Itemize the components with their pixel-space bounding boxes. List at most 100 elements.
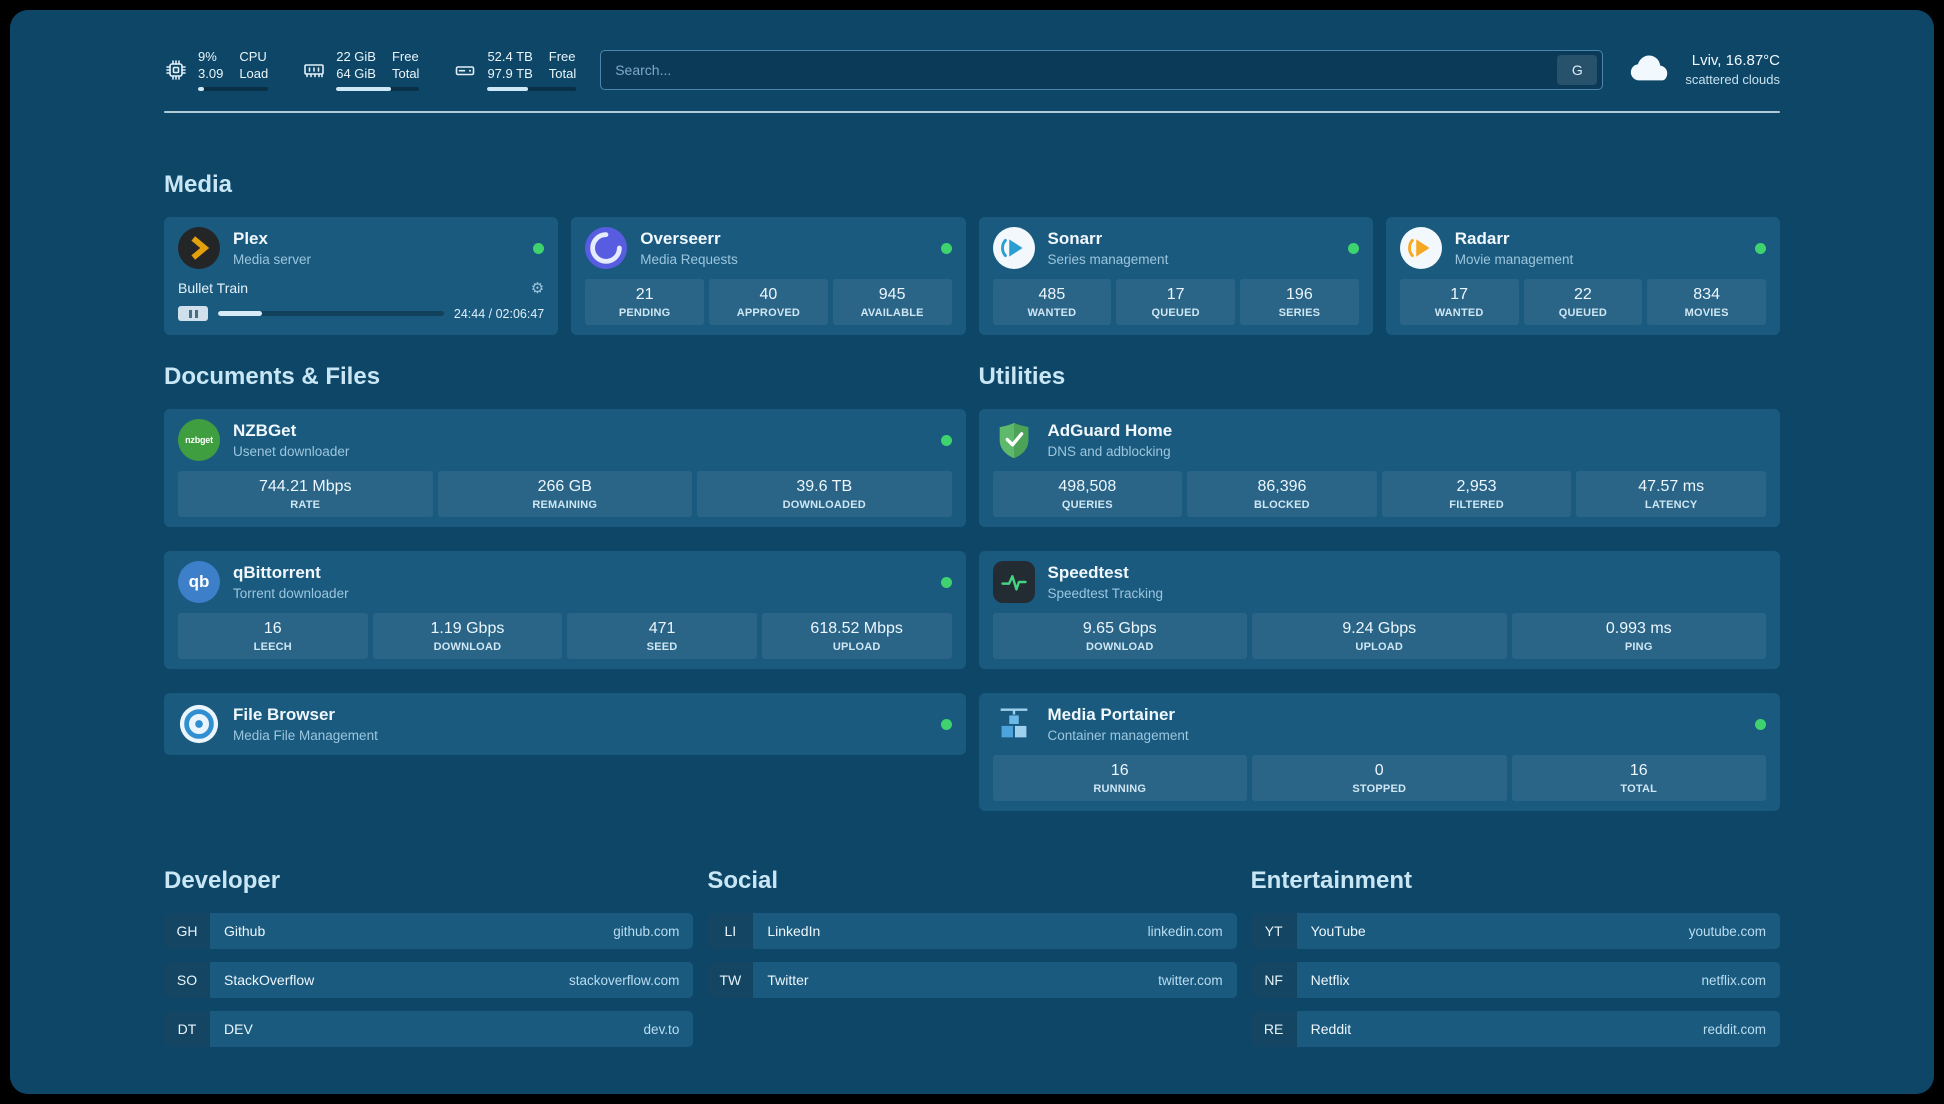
service-subtitle: DNS and adblocking — [1047, 444, 1171, 459]
section-utilities: Utilities — [978, 363, 1780, 811]
service-card-qbittorrent[interactable]: qb qBittorrent Torrent downloader 16 LEE… — [164, 551, 966, 669]
bookmark-name: DEV — [224, 1021, 253, 1037]
service-name: NZBGet — [233, 421, 297, 440]
bookmark-group-entertainment: Entertainment YT YouTube youtube.com NF … — [1250, 867, 1780, 1047]
filebrowser-icon — [178, 703, 220, 745]
bookmark-name: Twitter — [767, 972, 809, 988]
bookmark-stackoverflow[interactable]: SO StackOverflow stackoverflow.com — [164, 962, 694, 998]
status-dot — [1347, 242, 1359, 254]
service-card-sonarr[interactable]: Sonarr Series management 485 WANTED 17 Q… — [978, 217, 1373, 335]
cpu-progress-bar — [198, 87, 269, 91]
bookmark-name: YouTube — [1310, 923, 1366, 939]
section-title-utilities: Utilities — [978, 363, 1066, 390]
bookmark-abbr: GH — [164, 913, 210, 949]
bookmark-youtube[interactable]: YT YouTube youtube.com — [1250, 913, 1780, 949]
stat-queued: 22 QUEUED — [1523, 279, 1643, 325]
radarr-icon — [1399, 227, 1442, 269]
section-title-entertainment: Entertainment — [1250, 867, 1413, 894]
dashboard: 9% 3.09 CPU Load — [10, 10, 1934, 1094]
search-provider-button[interactable]: G — [1557, 54, 1598, 85]
ram-labels: Free Total — [391, 49, 420, 81]
section-media: Media Plex Media server — [164, 171, 1780, 335]
weather-widget[interactable]: Lviv, 16.87°C scattered clouds — [1627, 50, 1780, 89]
stat-upload: 9.24 Gbps UPLOAD — [1252, 613, 1507, 659]
stat-remaining: 266 GB REMAINING — [437, 471, 692, 517]
stat-download: 1.19 Gbps DOWNLOAD — [372, 613, 563, 659]
bookmark-abbr: TW — [707, 962, 754, 998]
service-card-adguard[interactable]: AdGuard Home DNS and adblocking 498,508 … — [978, 409, 1780, 527]
bookmark-twitter[interactable]: TW Twitter twitter.com — [707, 962, 1237, 998]
cpu-icon — [164, 58, 188, 82]
bookmark-domain: netflix.com — [1701, 972, 1766, 988]
stat-upload: 618.52 Mbps UPLOAD — [761, 613, 952, 659]
cloud-icon — [1627, 50, 1673, 89]
disk-icon — [453, 58, 477, 82]
playback-progress-bar[interactable] — [218, 311, 444, 316]
service-subtitle: Usenet downloader — [233, 444, 350, 459]
section-title-developer: Developer — [164, 867, 281, 894]
bookmark-domain: github.com — [613, 923, 680, 939]
stat-series: 196 SERIES — [1240, 279, 1359, 325]
status-dot — [1755, 242, 1766, 254]
status-dot — [940, 434, 952, 446]
gear-icon[interactable]: ⚙ — [530, 279, 545, 297]
service-subtitle: Media Requests — [640, 252, 738, 267]
portainer-icon — [993, 703, 1035, 745]
service-name: AdGuard Home — [1047, 421, 1173, 440]
pause-button[interactable] — [178, 306, 208, 321]
service-card-overseerr[interactable]: Overseerr Media Requests 21 PENDING 40 A… — [571, 217, 966, 335]
bookmark-github[interactable]: GH Github github.com — [164, 913, 694, 949]
service-card-speedtest[interactable]: Speedtest Speedtest Tracking 9.65 Gbps D… — [978, 551, 1780, 669]
memory-icon — [302, 58, 326, 82]
bookmark-abbr: LI — [707, 913, 754, 949]
service-subtitle: Media File Management — [233, 728, 378, 743]
stat-ping: 0.993 ms PING — [1511, 613, 1766, 659]
bookmark-netflix[interactable]: NF Netflix netflix.com — [1250, 962, 1780, 998]
bookmark-reddit[interactable]: RE Reddit reddit.com — [1250, 1011, 1780, 1047]
search-input[interactable] — [615, 61, 1550, 78]
disk-values: 52.4 TB 97.9 TB — [487, 49, 533, 81]
section-title-media: Media — [164, 171, 233, 198]
playback-time: 24:44 / 02:06:47 — [453, 306, 545, 321]
service-subtitle: Speedtest Tracking — [1047, 586, 1164, 601]
service-subtitle: Media server — [233, 252, 312, 267]
service-name: Radarr — [1454, 229, 1510, 248]
service-card-nzbget[interactable]: nzbget NZBGet Usenet downloader 744.21 M… — [164, 409, 966, 527]
search-bar: G — [600, 49, 1604, 90]
now-playing-title: Bullet Train — [178, 280, 249, 296]
bookmark-domain: twitter.com — [1158, 972, 1223, 988]
service-name: Speedtest — [1047, 563, 1129, 582]
stat-available: 945 AVAILABLE — [832, 279, 952, 325]
topbar: 9% 3.09 CPU Load — [164, 10, 1780, 91]
status-dot — [1755, 718, 1766, 730]
weather-condition: scattered clouds — [1685, 72, 1780, 87]
disk-metric: 52.4 TB 97.9 TB Free Total — [453, 48, 577, 91]
service-card-plex[interactable]: Plex Media server Bullet Train ⚙ — [164, 217, 559, 335]
service-card-radarr[interactable]: Radarr Movie management 17 WANTED 22 QUE… — [1385, 217, 1780, 335]
stat-total: 16 TOTAL — [1511, 755, 1766, 801]
weather-location: Lviv, 16.87°C — [1691, 52, 1780, 69]
service-card-filebrowser[interactable]: File Browser Media File Management — [164, 693, 966, 755]
service-card-portainer[interactable]: Media Portainer Container management 16 … — [978, 693, 1780, 811]
ram-metric: 22 GiB 64 GiB Free Total — [302, 48, 420, 91]
bookmark-group-social: Social LI LinkedIn linkedin.com TW Twitt… — [707, 867, 1237, 1047]
service-name: Plex — [233, 229, 268, 248]
bookmark-linkedin[interactable]: LI LinkedIn linkedin.com — [707, 913, 1237, 949]
section-documents: Documents & Files nzbget NZBGet Usenet d… — [164, 363, 966, 811]
stat-movies: 834 MOVIES — [1647, 279, 1766, 325]
bookmark-group-developer: Developer GH Github github.com SO StackO… — [164, 867, 694, 1047]
service-subtitle: Container management — [1047, 728, 1189, 743]
speedtest-icon — [992, 561, 1035, 603]
bookmark-name: Github — [224, 923, 266, 939]
overseerr-icon — [585, 227, 628, 269]
bookmark-domain: reddit.com — [1702, 1021, 1766, 1037]
status-dot — [940, 576, 952, 588]
stat-seed: 471 SEED — [567, 613, 757, 659]
service-subtitle: Movie management — [1454, 252, 1574, 267]
bookmark-abbr: DT — [164, 1011, 210, 1047]
cpu-values: 9% 3.09 — [198, 49, 224, 81]
bookmark-dev[interactable]: DT DEV dev.to — [164, 1011, 694, 1047]
cpu-metric: 9% 3.09 CPU Load — [164, 48, 269, 91]
service-name: qBittorrent — [233, 563, 321, 582]
stat-pending: 21 PENDING — [585, 279, 704, 325]
